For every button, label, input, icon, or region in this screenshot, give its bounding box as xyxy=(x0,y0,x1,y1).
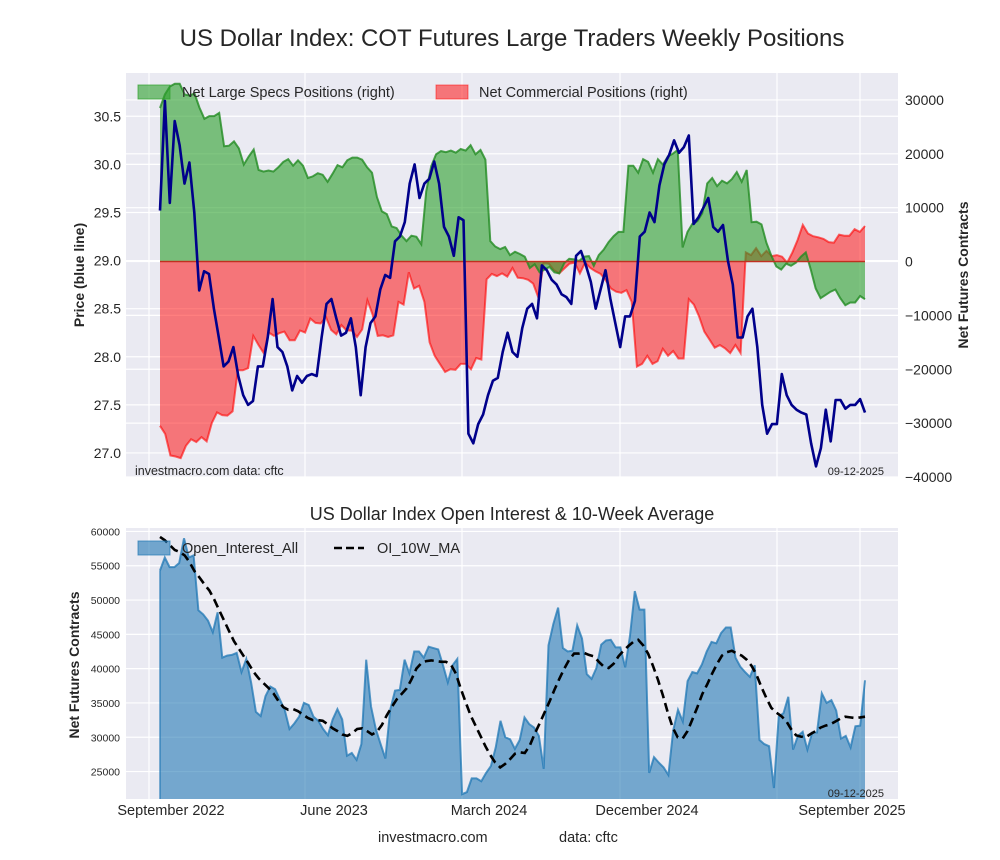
top-price-line-group xyxy=(158,99,867,468)
x-tick-label: September 2025 xyxy=(798,803,905,819)
top-left-axis-label: Price (blue line) xyxy=(71,223,87,327)
contracts-tick-label: 10000 xyxy=(905,200,944,216)
top-right-axis-ticks: −40000 −30000 −20000 −10000 0 10000 20000 30000 xyxy=(905,92,952,485)
contracts-tick-label: 30000 xyxy=(905,92,944,108)
x-tick-label: June 2023 xyxy=(300,803,368,819)
bottom-open-interest-group xyxy=(159,538,866,799)
contracts-tick-label: −30000 xyxy=(905,415,952,431)
x-tick-label: March 2024 xyxy=(451,803,528,819)
top-chart-title: US Dollar Index: COT Futures Large Trade… xyxy=(180,25,845,52)
contracts-tick-label: 0 xyxy=(905,254,913,270)
top-left-axis-ticks: 27.0 27.5 28.0 28.5 29.0 29.5 30.0 30.5 xyxy=(94,108,121,461)
bottom-axis-ticks: 25000 30000 35000 40000 45000 50000 55000 60000 xyxy=(91,526,120,778)
bottom-date-annotation: 09-12-2025 xyxy=(828,788,884,800)
contracts-tick-label: −10000 xyxy=(905,307,952,323)
open-interest-area xyxy=(160,538,865,799)
legend-swatch-commercial xyxy=(435,84,469,100)
footer-data-source: data: cftc xyxy=(559,830,618,846)
price-tick-label: 27.0 xyxy=(94,445,121,461)
large-specs-line xyxy=(159,82,866,307)
bottom-legend: Open_Interest_All OI_10W_MA xyxy=(137,540,460,557)
top-position-areas xyxy=(159,82,866,460)
contracts-tick-label: 20000 xyxy=(905,146,944,162)
contracts-tick-label: −20000 xyxy=(905,361,952,377)
large-specs-area xyxy=(160,83,865,306)
price-tick-label: 29.5 xyxy=(94,204,121,220)
bottom-chart-title: US Dollar Index Open Interest & 10-Week … xyxy=(310,504,715,524)
legend-swatch-large-specs xyxy=(137,84,171,100)
oi-tick-label: 30000 xyxy=(91,732,120,744)
legend-label-ma: OI_10W_MA xyxy=(377,541,460,557)
x-tick-label: December 2024 xyxy=(595,803,698,819)
oi-tick-label: 60000 xyxy=(91,526,120,538)
legend-swatch-open-interest xyxy=(137,540,171,556)
top-source-annotation: investmacro.com data: cftc xyxy=(135,464,284,478)
x-tick-label: September 2022 xyxy=(117,803,224,819)
oi-tick-label: 50000 xyxy=(91,595,120,607)
oi-tick-label: 40000 xyxy=(91,664,120,676)
legend-label-open-interest: Open_Interest_All xyxy=(182,541,298,557)
ma-line xyxy=(159,535,866,770)
legend-label-large-specs: Net Large Specs Positions (right) xyxy=(182,85,395,101)
commercial-area xyxy=(160,224,865,459)
price-tick-label: 28.0 xyxy=(94,349,121,365)
x-axis-ticks: September 2022 June 2023 March 2024 Decembe… xyxy=(117,803,905,819)
contracts-tick-label: −40000 xyxy=(905,469,952,485)
price-tick-label: 27.5 xyxy=(94,397,121,413)
price-tick-label: 30.0 xyxy=(94,156,121,172)
price-line xyxy=(158,99,867,468)
oi-tick-label: 45000 xyxy=(91,629,120,641)
open-interest-line xyxy=(159,538,866,796)
top-legend: Net Large Specs Positions (right) Net Co… xyxy=(137,84,688,101)
oi-tick-label: 35000 xyxy=(91,698,120,710)
price-tick-label: 30.5 xyxy=(94,108,121,124)
oi-tick-label: 25000 xyxy=(91,767,120,779)
oi-tick-label: 55000 xyxy=(91,561,120,573)
bottom-moving-average-group xyxy=(159,535,866,770)
bottom-axis-label: Net Futures Contracts xyxy=(66,591,82,738)
price-tick-label: 29.0 xyxy=(94,253,121,269)
top-right-axis-label: Net Futures Contracts xyxy=(955,201,971,348)
footer-site: investmacro.com xyxy=(378,830,488,846)
price-tick-label: 28.5 xyxy=(94,301,121,317)
legend-label-commercial: Net Commercial Positions (right) xyxy=(479,85,688,101)
top-date-annotation: 09-12-2025 xyxy=(828,466,884,478)
